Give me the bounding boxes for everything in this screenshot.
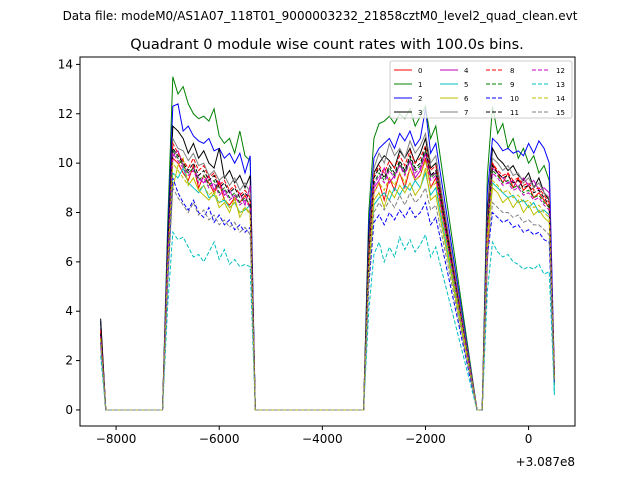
y-tick-label: 12 <box>58 107 73 121</box>
x-tick-label: −4000 <box>302 432 343 446</box>
y-tick-label: 14 <box>58 57 73 71</box>
legend-label-5: 5 <box>464 81 468 89</box>
legend-label-12: 12 <box>556 67 565 75</box>
legend-label-1: 1 <box>418 81 422 89</box>
series-line-14 <box>100 158 555 411</box>
legend-label-4: 4 <box>464 67 469 75</box>
legend-label-8: 8 <box>510 67 514 75</box>
legend-label-7: 7 <box>464 109 468 117</box>
axes-frame <box>79 56 576 427</box>
series-line-2 <box>100 103 555 411</box>
plot-lines <box>100 76 555 411</box>
series-line-13 <box>100 230 555 411</box>
legend-label-0: 0 <box>418 67 422 75</box>
legend-label-6: 6 <box>464 95 469 103</box>
x-tick-label: −2000 <box>405 432 446 446</box>
y-tick-label: 10 <box>58 156 73 170</box>
legend-label-15: 15 <box>556 109 565 117</box>
legend-label-9: 9 <box>510 81 514 89</box>
y-tick-label: 0 <box>65 403 73 417</box>
series-line-15 <box>100 185 555 411</box>
series-line-6 <box>100 156 555 411</box>
legend-box <box>389 60 573 119</box>
x-tick-label: −6000 <box>199 432 240 446</box>
x-tick-label: −8000 <box>96 432 137 446</box>
y-tick-label: 6 <box>65 255 73 269</box>
legend-label-13: 13 <box>556 81 565 89</box>
legend-label-14: 14 <box>556 95 565 103</box>
series-line-1 <box>100 76 555 411</box>
series-line-9 <box>100 148 555 411</box>
legend-label-10: 10 <box>510 95 519 103</box>
legend-label-2: 2 <box>418 95 422 103</box>
series-line-3 <box>100 124 555 411</box>
y-tick-label: 4 <box>65 304 73 318</box>
series-line-11 <box>100 146 555 411</box>
x-axis: −8000 −6000 −4000 −2000 0 <box>96 426 533 446</box>
series-line-10 <box>100 177 555 411</box>
y-tick-label: 2 <box>65 354 73 368</box>
y-axis: 0 2 4 6 8 10 12 14 <box>58 57 80 417</box>
series-line-5 <box>100 166 555 411</box>
legend-label-3: 3 <box>418 109 422 117</box>
data-file-label: Data file: modeM0/AS1A07_118T01_90000032… <box>63 9 578 23</box>
series-line-7 <box>100 131 555 411</box>
y-tick-label: 8 <box>65 205 73 219</box>
legend-label-11: 11 <box>510 109 519 117</box>
x-tick-label: 0 <box>525 432 533 446</box>
chart-title: Quadrant 0 module wise count rates with … <box>130 37 524 53</box>
x-offset-text: +3.087e8 <box>516 455 575 469</box>
series-line-12 <box>100 151 555 411</box>
